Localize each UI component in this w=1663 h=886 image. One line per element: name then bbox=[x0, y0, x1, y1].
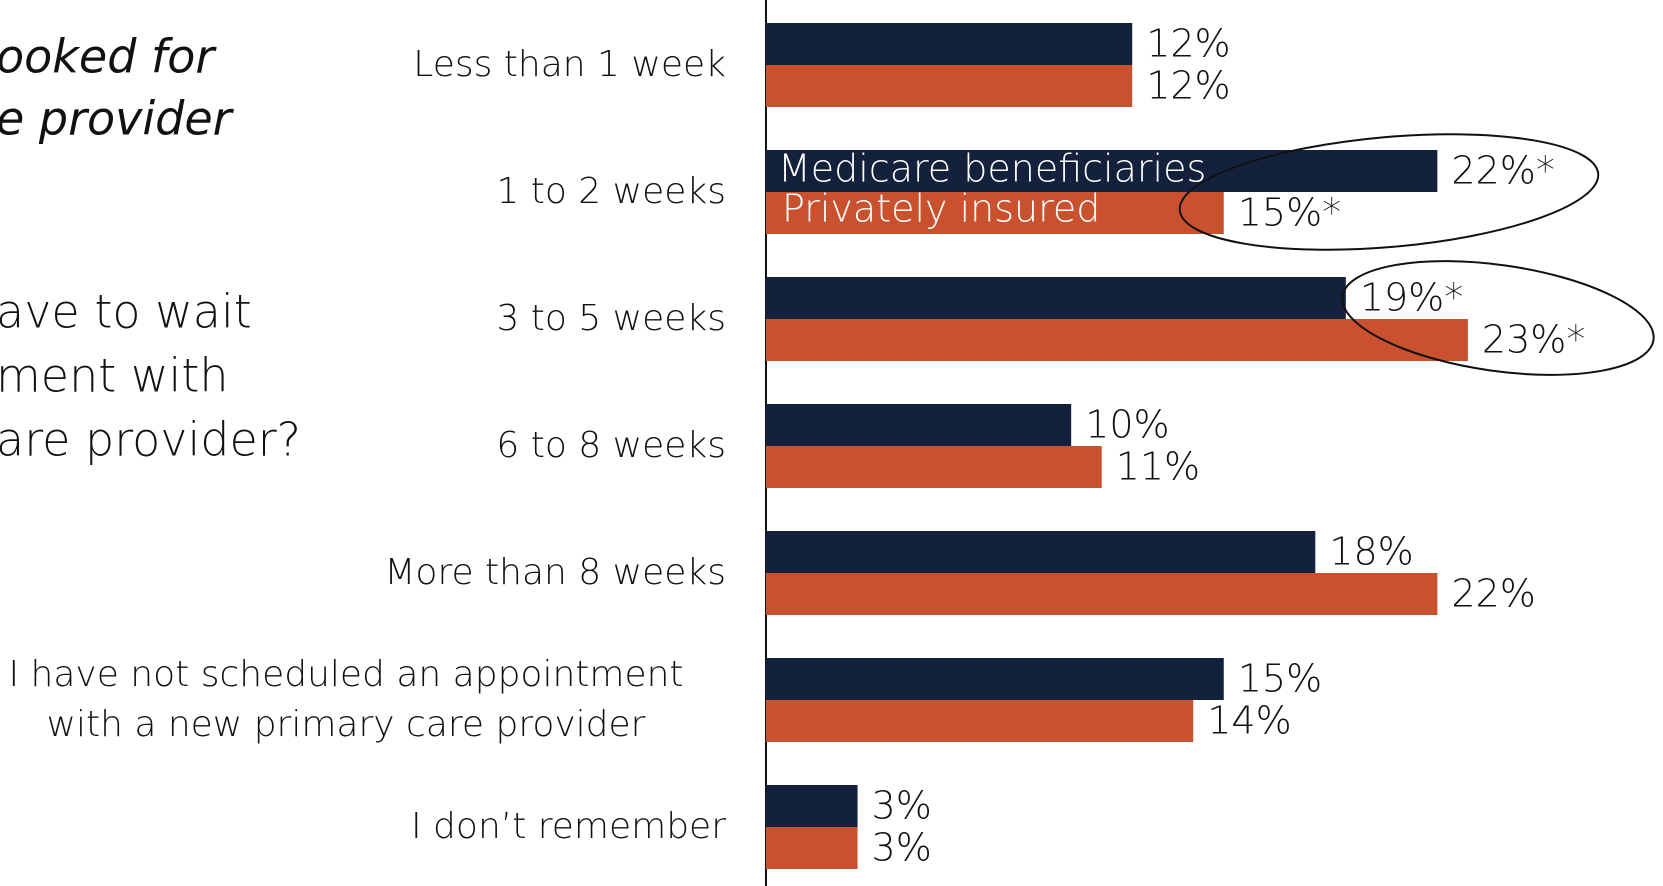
bar bbox=[766, 446, 1102, 488]
category-text: 3 to 5 weeks bbox=[496, 298, 726, 339]
bar bbox=[766, 827, 858, 869]
annotation: ment with bbox=[0, 349, 229, 403]
legend-label: Medicare beneficiaries bbox=[778, 147, 1206, 191]
value-label: 10% bbox=[1085, 403, 1169, 447]
bar bbox=[766, 319, 1468, 361]
value-label: 22% bbox=[1451, 572, 1535, 616]
bar bbox=[766, 531, 1316, 573]
highlight-ellipse bbox=[1178, 133, 1600, 251]
category-label: 1 to 2 weeks bbox=[0, 167, 726, 217]
category-text: I have not scheduled an appointment with… bbox=[8, 654, 684, 745]
value-label: 22%* bbox=[1451, 149, 1554, 193]
bar bbox=[766, 404, 1072, 446]
bar bbox=[766, 658, 1224, 700]
category-label: 6 to 8 weeks bbox=[0, 421, 726, 471]
value-label: 11% bbox=[1116, 445, 1200, 489]
category-text: 6 to 8 weeks bbox=[496, 425, 726, 466]
category-text: Less than 1 week bbox=[413, 44, 726, 85]
bar bbox=[766, 700, 1194, 742]
annotation: ooked for bbox=[0, 30, 217, 84]
legend-label: Privately insured bbox=[782, 187, 1100, 231]
value-label: 3% bbox=[872, 784, 932, 828]
bar bbox=[766, 573, 1438, 615]
annotation: are provider? bbox=[0, 413, 301, 467]
category-label: 3 to 5 weeks bbox=[0, 294, 726, 344]
category-text: More than 8 weeks bbox=[384, 552, 726, 593]
category-label: Less than 1 week bbox=[0, 40, 726, 90]
annotation: ave to wait bbox=[0, 285, 252, 339]
annotation: e provider bbox=[0, 92, 235, 146]
bar bbox=[766, 192, 1224, 234]
value-label: 14% bbox=[1207, 699, 1291, 743]
value-label: 15% bbox=[1238, 657, 1322, 701]
category-label: I have not scheduled an appointment with… bbox=[0, 650, 726, 750]
category-label: More than 8 weeks bbox=[0, 548, 726, 598]
value-label: 12% bbox=[1146, 64, 1230, 108]
bar bbox=[766, 277, 1346, 319]
value-label: 23%* bbox=[1482, 318, 1585, 362]
bar bbox=[766, 785, 858, 827]
bar bbox=[766, 65, 1133, 107]
value-label: 18% bbox=[1329, 530, 1413, 574]
category-text: 1 to 2 weeks bbox=[496, 171, 726, 212]
bar bbox=[766, 23, 1133, 65]
value-label: 12% bbox=[1146, 22, 1230, 66]
value-label: 15%* bbox=[1238, 191, 1341, 235]
bar bbox=[766, 150, 1438, 192]
value-label: 3% bbox=[872, 826, 932, 870]
value-label: 19%* bbox=[1360, 276, 1463, 320]
category-text: I don’t remember bbox=[411, 806, 726, 847]
category-label: I don’t remember bbox=[0, 802, 726, 852]
highlight-ellipse bbox=[1341, 260, 1655, 376]
